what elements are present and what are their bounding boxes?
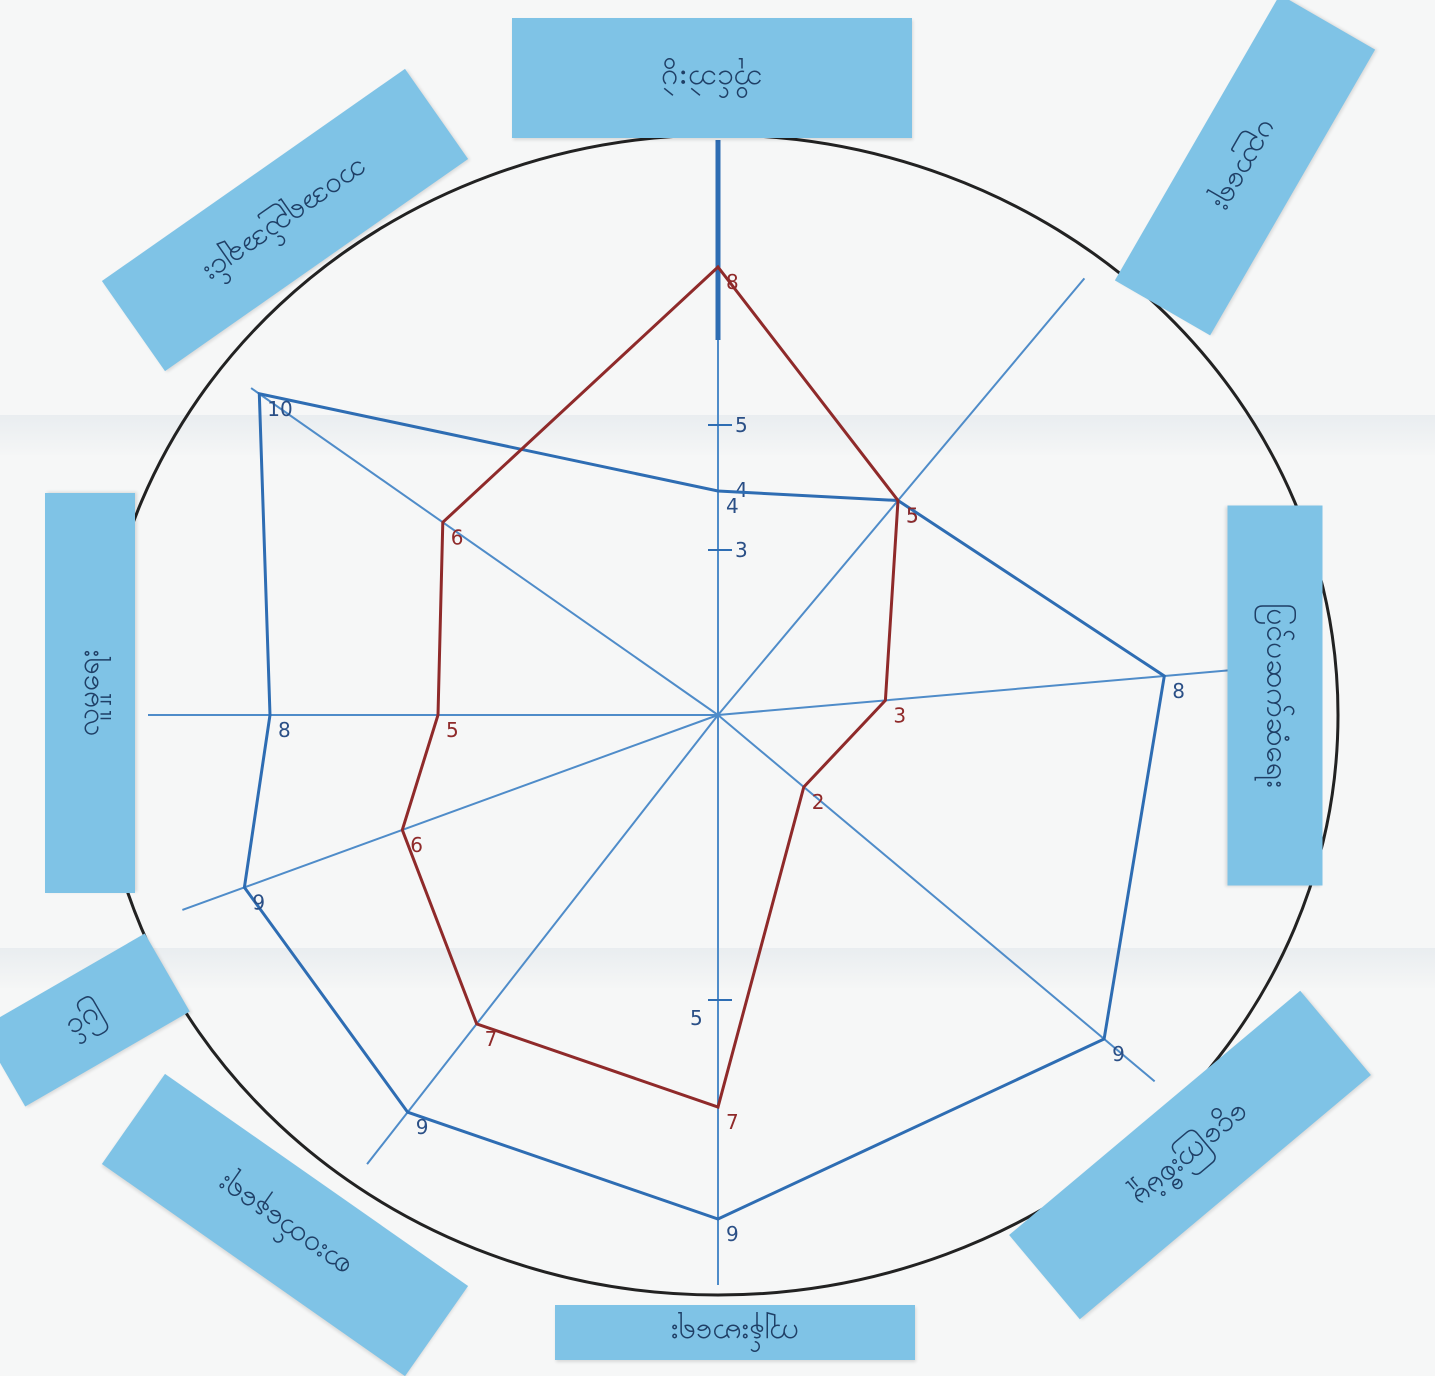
axis-tick-label: 5 <box>690 1006 703 1030</box>
red-score-polygon <box>400 264 900 1109</box>
axis-tick-label: 5 <box>735 413 748 437</box>
blue-score-label-top: 4 <box>726 494 739 518</box>
category-label-top: ဘိုင်ဘဲ:ပွဲ <box>512 18 912 138</box>
red-score-label-bottom-left: 7 <box>485 1027 498 1051</box>
category-label-bottom: ကျန်းမာရေး <box>555 1305 915 1360</box>
red-score-label-bottom: 7 <box>726 1110 739 1134</box>
red-score-label-left: 5 <box>446 718 459 742</box>
red-score-label-right: 3 <box>893 703 906 727</box>
blue-score-label-left-lower: 9 <box>252 890 265 914</box>
axis-tick-label: 3 <box>735 538 748 562</box>
axis-tick-label: 4 <box>735 478 748 502</box>
spoke-top-left <box>250 387 719 716</box>
spoke-right <box>717 664 1286 716</box>
blue-score-label-top-right: 5 <box>906 504 919 528</box>
red-score-label-top-left: 6 <box>451 525 464 549</box>
spoke-bottom-left <box>366 714 719 1165</box>
red-score-label-top-right: 5 <box>906 504 919 528</box>
red-score-marks: 8 5 3 2 7 7 6 5 6 <box>410 270 918 1134</box>
blue-score-label-bottom-right: 9 <box>1112 1042 1125 1066</box>
red-score-label-top: 8 <box>726 270 739 294</box>
blue-score-marks: 4 5 8 9 9 9 9 8 10 <box>252 397 1185 1246</box>
blue-score-label-bottom-left: 9 <box>416 1115 429 1139</box>
spoke-top-right <box>717 277 1086 716</box>
spoke-left-lower <box>182 714 719 911</box>
axis-ticks: 5 4 3 5 <box>690 413 748 1030</box>
category-label-left: လူမှုရေး <box>45 493 135 893</box>
spoke-bottom-right <box>717 714 1156 1083</box>
red-score-label-left-lower: 6 <box>410 833 423 857</box>
blue-score-label-left: 8 <box>278 718 291 742</box>
blue-score-label-top-left: 10 <box>267 397 292 421</box>
spoke-lines <box>148 140 1286 1285</box>
category-label-right: ပြင်ပဆက်ဆံရေး <box>1227 505 1323 886</box>
red-score-label-bottom-right: 2 <box>812 790 825 814</box>
blue-score-label-right: 8 <box>1172 679 1185 703</box>
blue-score-polygon <box>242 391 1166 1221</box>
blue-score-label-bottom: 9 <box>726 1222 739 1246</box>
